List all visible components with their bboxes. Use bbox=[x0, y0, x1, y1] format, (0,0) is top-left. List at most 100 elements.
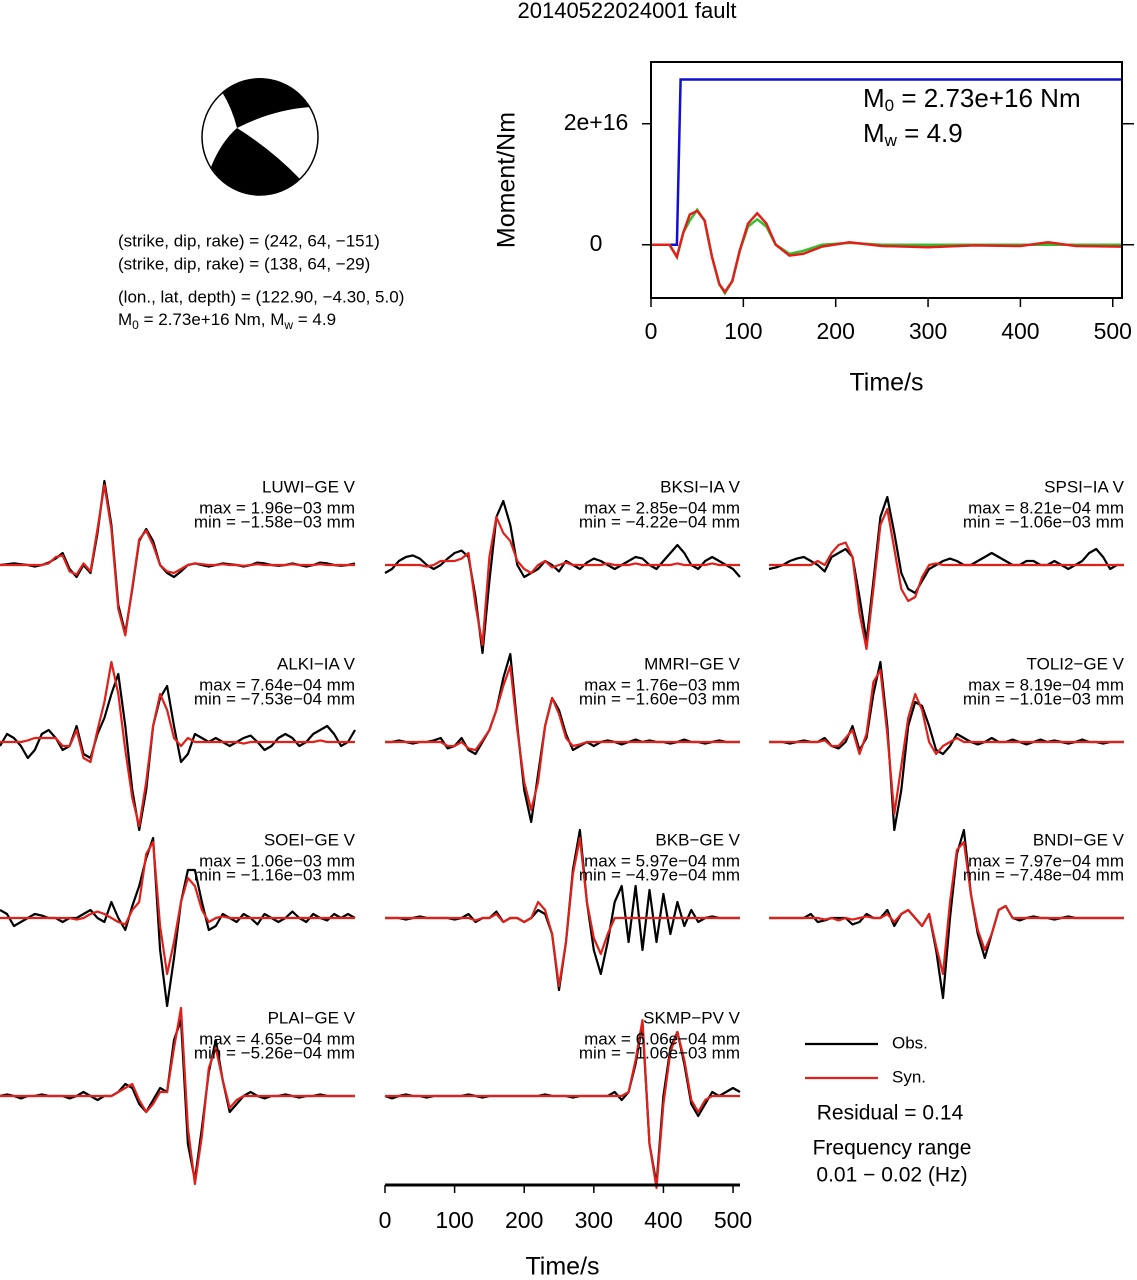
min-label: min = −7.48e−04 mm bbox=[963, 865, 1124, 884]
max-label: max = 4.65e−04 mm bbox=[199, 1029, 355, 1048]
station-label: ALKI−IA V bbox=[277, 654, 356, 673]
min-label: min = −5.26e−04 mm bbox=[194, 1043, 355, 1062]
beachball-compression bbox=[222, 78, 310, 128]
figure-title: 20140522024001 fault bbox=[518, 0, 737, 23]
synthetic-trace bbox=[385, 836, 740, 988]
annotation-subscript: 0 bbox=[885, 96, 894, 115]
min-label: min = −1.01e−03 mm bbox=[963, 689, 1124, 708]
synthetic-trace bbox=[0, 483, 355, 637]
max-label: max = 8.21e−04 mm bbox=[968, 498, 1124, 517]
annotation-symbol: M bbox=[863, 118, 885, 148]
x-axis-label: Time/s bbox=[525, 1253, 599, 1280]
min-label: min = −1.60e−03 mm bbox=[579, 689, 740, 708]
observed-trace bbox=[0, 836, 356, 1008]
max-label: max = 7.97e−04 mm bbox=[968, 851, 1124, 870]
station-label: SOEI−GE V bbox=[264, 830, 356, 849]
max-label: max = 8.19e−04 mm bbox=[968, 675, 1124, 694]
moment-chart: 0 100 200 300 400 500 0 2e+16 Time/s Moment/Nm M0 … bbox=[493, 61, 1134, 397]
residual: Residual = 0.14 bbox=[817, 1102, 964, 1125]
magnitude: M0 = 2.73e+16 Nm, Mw = 4.9 bbox=[118, 310, 336, 332]
station-label: LUWI−GE V bbox=[262, 477, 356, 496]
min-label: min = −7.53e−04 mm bbox=[194, 689, 355, 708]
x-tick-label: 100 bbox=[724, 318, 762, 344]
annotation-text: = 4.9 bbox=[897, 118, 963, 148]
magnitude-text: = 4.9 bbox=[293, 310, 336, 329]
max-label: max = 1.96e−03 mm bbox=[199, 498, 355, 517]
magnitude-subscript: 0 bbox=[132, 318, 139, 332]
beachball bbox=[201, 78, 319, 196]
max-label: max = 5.97e−04 mm bbox=[584, 851, 740, 870]
x-tick-label: 200 bbox=[817, 318, 855, 344]
annotation-subscript: w bbox=[884, 131, 898, 150]
magnitude-subscript: w bbox=[283, 318, 293, 332]
min-label: min = −1.06e−03 mm bbox=[579, 1043, 740, 1062]
moment-line bbox=[651, 209, 1123, 295]
max-label: max = 7.64e−04 mm bbox=[199, 675, 355, 694]
x-tick-label: 500 bbox=[714, 1207, 752, 1233]
x-tick-label: 100 bbox=[435, 1207, 473, 1233]
synthetic-trace bbox=[385, 1018, 740, 1190]
time-axis: 0 100 200 300 400 500 Time/s bbox=[379, 1183, 752, 1280]
magnitude-text: = 2.73e+16 Nm, M bbox=[139, 310, 285, 329]
mechanism-text: (strike, dip, rake) = (242, 64, −151) (s… bbox=[118, 231, 404, 332]
min-label: min = −1.58e−03 mm bbox=[194, 512, 355, 531]
station-label: BKB−GE V bbox=[655, 830, 740, 849]
y-tick-label: 2e+16 bbox=[564, 109, 629, 135]
x-tick-label: 400 bbox=[644, 1207, 682, 1233]
legend-label: Obs. bbox=[892, 1033, 928, 1052]
location: (lon., lat, depth) = (122.90, −4.30, 5.0… bbox=[118, 287, 404, 306]
x-tick-label: 400 bbox=[1001, 318, 1039, 344]
nodal-plane: (strike, dip, rake) = (242, 64, −151) bbox=[118, 231, 380, 250]
synthetic-trace bbox=[0, 660, 355, 828]
frequency-range: 0.01 − 0.02 (Hz) bbox=[816, 1164, 967, 1187]
observed-trace bbox=[768, 495, 1124, 643]
y-tick-label: 0 bbox=[590, 230, 603, 256]
annotation-symbol: M bbox=[863, 83, 885, 113]
station-label: TOLI2−GE V bbox=[1027, 654, 1125, 673]
y-axis-label: Moment/Nm bbox=[493, 112, 521, 248]
max-label: max = 1.06e−03 mm bbox=[199, 851, 355, 870]
synthetic-trace bbox=[0, 1006, 355, 1186]
annotation: M0 = 2.73e+16 Nm bbox=[863, 83, 1081, 116]
min-label: min = −4.97e−04 mm bbox=[579, 865, 740, 884]
synthetic-trace bbox=[0, 840, 355, 976]
max-label: max = 2.85e−04 mm bbox=[584, 498, 740, 517]
max-label: max = 6.06e−04 mm bbox=[584, 1029, 740, 1048]
x-axis-label: Time/s bbox=[849, 369, 923, 397]
x-tick-label: 300 bbox=[909, 318, 947, 344]
nodal-plane: (strike, dip, rake) = (138, 64, −29) bbox=[118, 254, 370, 273]
station-label: PLAI−GE V bbox=[268, 1008, 356, 1027]
magnitude-text: M bbox=[118, 310, 132, 329]
plot-frame bbox=[650, 61, 1123, 299]
x-tick-label: 500 bbox=[1094, 318, 1132, 344]
synthetic-trace bbox=[385, 664, 740, 812]
x-tick-label: 0 bbox=[645, 318, 658, 344]
annotation-text: = 2.73e+16 Nm bbox=[894, 83, 1080, 113]
legend-label: Syn. bbox=[892, 1067, 926, 1086]
x-tick-label: 200 bbox=[505, 1207, 543, 1233]
synthetic-trace bbox=[385, 515, 740, 647]
min-label: min = −1.16e−03 mm bbox=[194, 865, 355, 884]
station-label: BNDI−GE V bbox=[1033, 830, 1125, 849]
synthetic-trace bbox=[769, 840, 1124, 976]
station-label: SPSI−IA V bbox=[1044, 477, 1125, 496]
station-label: BKSI−IA V bbox=[660, 477, 741, 496]
beachball-compression bbox=[211, 128, 300, 195]
annotation: Mw = 4.9 bbox=[863, 118, 963, 151]
min-label: min = −4.22e−04 mm bbox=[579, 512, 740, 531]
synthetic-trace bbox=[769, 668, 1124, 816]
moment-line bbox=[651, 207, 1122, 296]
synthetic-trace bbox=[769, 507, 1124, 651]
